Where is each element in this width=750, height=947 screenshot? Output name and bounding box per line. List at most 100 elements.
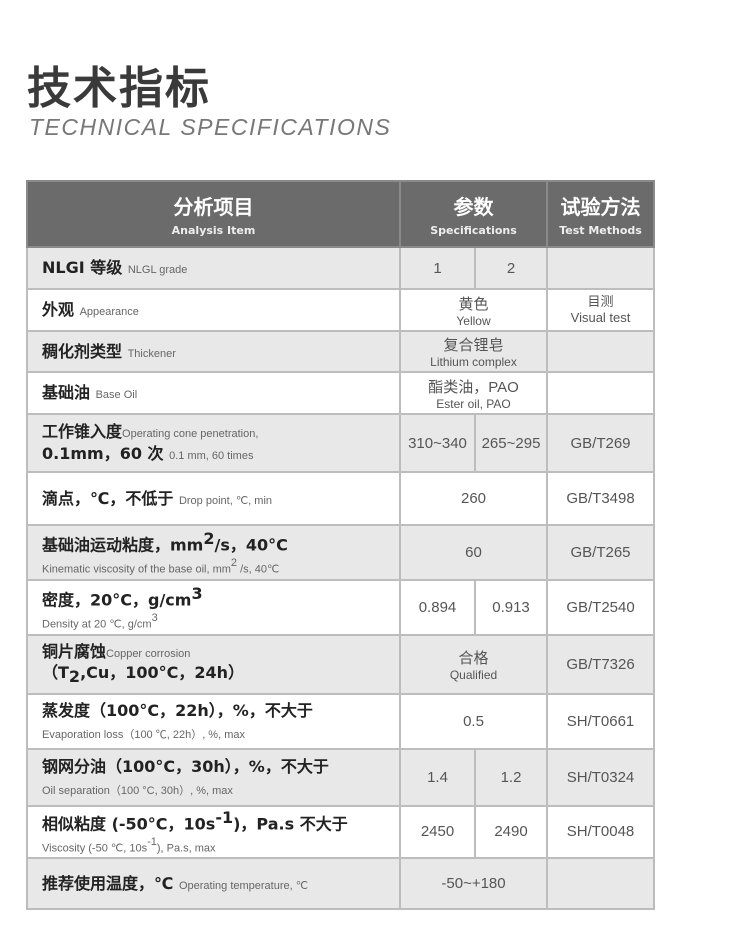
spec-value: -50~+180 <box>398 856 549 910</box>
spec-value-cn: 黄色 <box>458 295 489 313</box>
test-method: GB/T2540 <box>546 579 656 636</box>
item-line: 基础油运动粘度，mm2/s，40°C <box>42 528 399 556</box>
item-label-en: 3 <box>151 611 158 624</box>
item-label-cn: 滴点，℃，不低于 <box>42 488 179 508</box>
spec-value-cn: 合格 <box>458 650 489 667</box>
analysis-item-cell: 钢网分油（100°C，30h），%，不大于 Oil separation（100 … <box>26 748 401 807</box>
spec-value-grade-1: 1 <box>399 246 476 290</box>
test-method: GB/T3498 <box>546 471 656 526</box>
item-line: 0.1mm，60 次 0.1 mm, 60 times <box>42 443 399 465</box>
analysis-item-cell: 基础油 Base Oil <box>26 371 401 415</box>
test-method: 目测 Visual test <box>546 288 656 332</box>
test-method: GB/T269 <box>546 413 656 473</box>
item-line: Evaporation loss（100 ℃, 22h）, %, max <box>42 722 399 744</box>
analysis-item-cell: 基础油运动粘度，mm2/s，40°C Kinematic viscosity of… <box>26 524 401 581</box>
item-label-cn: 3 <box>191 583 203 603</box>
spec-value-cn: 260 <box>460 490 487 507</box>
header-cn: 分析项目 <box>173 195 254 219</box>
spec-value-grade-1: 2450 <box>399 805 476 859</box>
header-test-methods: 试验方法 Test Methods <box>546 180 656 248</box>
spec-value-cn: 0.5 <box>463 713 484 730</box>
item-label-en: Oil separation（100 °C, 30h）, %, max <box>42 784 233 797</box>
item-line: 钢网分油（100°C，30h），%，不大于 <box>42 756 399 778</box>
spec-value: 黄色 Yellow <box>398 288 549 332</box>
item-label-cn: 相似粘度 (-50°C，10s <box>42 814 216 834</box>
page-subtitle: TECHNICAL SPECIFICATIONS <box>29 114 392 140</box>
item-line: 蒸发度（100°C，22h），%，不大于 <box>42 700 399 722</box>
item-label-cn: （T <box>42 663 69 683</box>
spec-value: 酯类油，PAO Ester oil, PAO <box>398 371 549 415</box>
analysis-item-cell: 稠化剂类型 Thickener <box>26 330 401 373</box>
item-label-cn: /s，40°C <box>214 534 288 554</box>
analysis-item-cell: 蒸发度（100°C，22h），%，不大于 Evaporation loss（100… <box>26 693 401 750</box>
item-label-cn: 2 <box>68 667 81 687</box>
item-line: 外观 Appearance <box>42 299 399 321</box>
item-label-cn: )，Pa.s 不大于 <box>233 814 348 834</box>
item-label-cn: 外观 <box>42 300 80 320</box>
test-method: SH/T0048 <box>546 805 656 859</box>
item-line: 铜片腐蚀Copper corrosion <box>42 641 399 663</box>
spec-value-cn: -50~+180 <box>441 874 506 892</box>
header-specifications: 参数 Specifications <box>398 180 549 248</box>
item-label-cn: 2 <box>203 528 215 548</box>
spec-table: 分析项目 Analysis Item 参数 Specifications 试验方法 T… <box>26 180 656 910</box>
item-line: 推荐使用温度，℃ Operating temperature, ℃ <box>42 873 399 895</box>
table-row: 蒸发度（100°C，22h），%，不大于 Evaporation loss（100… <box>26 693 656 750</box>
spec-value-grade-2: 0.913 <box>473 579 549 636</box>
item-line: Oil separation（100 °C, 30h）, %, max <box>42 778 399 800</box>
item-line: Viscosity (-50 ℃, 10s-1), Pa.s, max <box>42 835 399 857</box>
item-label-cn: 工作锥入度 <box>42 422 123 442</box>
item-label-cn: 基础油 <box>42 383 96 403</box>
item-label-en: Operating cone penetration, <box>122 428 259 441</box>
analysis-item-cell: 推荐使用温度，℃ Operating temperature, ℃ <box>26 856 401 910</box>
analysis-item-cell: NLGI 等级 NLGL grade <box>26 246 401 290</box>
test-method <box>546 371 656 415</box>
item-label-en: Thickener <box>127 347 176 360</box>
item-label-cn: NLGI 等级 <box>42 258 128 278</box>
table-row: 钢网分油（100°C，30h），%，不大于 Oil separation（100 … <box>26 748 656 807</box>
item-label-cn: 铜片腐蚀 <box>42 641 107 661</box>
spec-value-en: Ester oil, PAO <box>436 396 511 411</box>
item-label-en: Drop point, ℃, min <box>178 494 273 507</box>
table-row: 滴点，℃，不低于 Drop point, ℃, min 260 GB/T3498 <box>26 471 656 526</box>
test-method-en: Visual test <box>570 310 631 325</box>
item-label-en: Kinematic viscosity of the base oil, mm <box>42 562 231 575</box>
analysis-item-cell: 密度，20°C，g/cm3 Density at 20 ℃, g/cm3 <box>26 579 401 636</box>
item-line: 工作锥入度Operating cone penetration, <box>42 421 399 443</box>
spec-value-grade-2: 2 <box>473 246 549 290</box>
table-row: 外观 Appearance 黄色 Yellow 目测 Visual test <box>26 288 656 332</box>
item-label-cn: ,Cu，100°C，24h） <box>80 663 245 683</box>
table-row: 稠化剂类型 Thickener 复合锂皂 Lithium complex <box>26 330 656 373</box>
item-line: 稠化剂类型 Thickener <box>42 341 399 363</box>
item-label-en: ), Pa.s, max <box>156 842 216 855</box>
analysis-item-cell: 铜片腐蚀Copper corrosion （T2,Cu，100°C，24h） <box>26 634 401 695</box>
item-line: Kinematic viscosity of the base oil, mm2… <box>42 556 399 578</box>
header-cn: 参数 <box>453 195 494 219</box>
item-label-en: Evaporation loss（100 ℃, 22h）, %, max <box>42 728 245 741</box>
test-method: GB/T265 <box>546 524 656 581</box>
spec-value-grade-1: 1.4 <box>399 748 476 807</box>
test-method: SH/T0324 <box>546 748 656 807</box>
spec-value: 合格 Qualified <box>398 634 549 695</box>
header-en: Specifications <box>430 224 517 237</box>
header-cn: 试验方法 <box>560 195 641 219</box>
test-method-cn: 目测 <box>587 293 614 309</box>
table-row: 基础油 Base Oil 酯类油，PAO Ester oil, PAO <box>26 371 656 415</box>
spec-value: 复合锂皂 Lithium complex <box>398 330 549 373</box>
item-label-cn: 钢网分油（100°C，30h），%，不大于 <box>42 756 329 776</box>
table-row: NLGI 等级 NLGL grade 1 2 <box>26 246 656 290</box>
page-title: 技术指标 <box>27 63 211 114</box>
item-label-en: Base Oil <box>95 389 138 402</box>
item-line: Density at 20 ℃, g/cm3 <box>42 611 399 633</box>
item-label-en: Viscosity (-50 ℃, 10s <box>42 842 148 855</box>
spec-value-grade-2: 265~295 <box>473 413 549 473</box>
test-method <box>546 246 656 290</box>
item-label-en: Density at 20 ℃, g/cm <box>42 617 152 630</box>
item-line: （T2,Cu，100°C，24h） <box>42 662 399 688</box>
item-label-en: /s, 40℃ <box>237 562 280 575</box>
test-method: GB/T7326 <box>546 634 656 695</box>
header-en: Test Methods <box>559 224 642 237</box>
item-line: NLGI 等级 NLGL grade <box>42 257 399 279</box>
spec-value-cn: 酯类油，PAO <box>428 378 519 396</box>
table-row: 基础油运动粘度，mm2/s，40°C Kinematic viscosity of… <box>26 524 656 581</box>
